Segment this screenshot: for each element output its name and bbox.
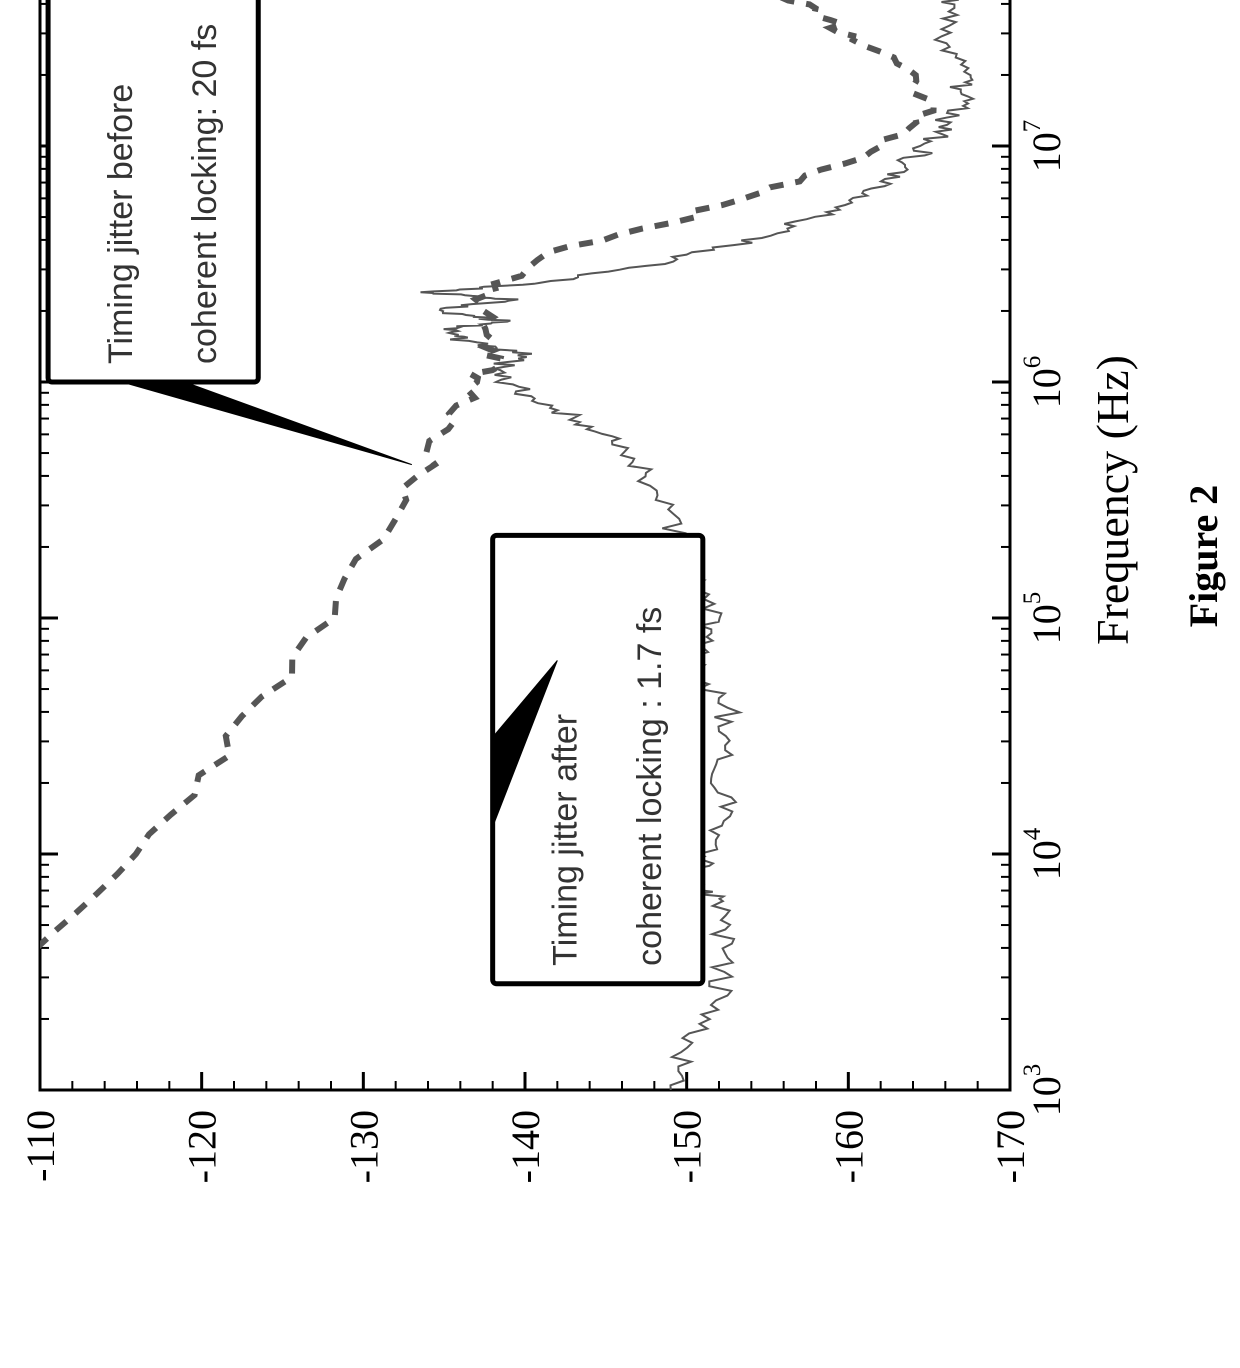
x-axis-label: Frequency (Hz) (1087, 355, 1138, 645)
rotated-plot-container: -110-120-130-140-150-160-170103104105106… (0, 0, 1240, 1240)
y-tick-label: -160 (826, 1110, 871, 1183)
callout-after-text-line2: coherent locking : 1.7 fs (631, 607, 669, 966)
y-tick-label: -110 (18, 1110, 63, 1182)
y-tick-label: -120 (180, 1110, 225, 1183)
callout-before-text-line1: Timing jitter before (102, 84, 140, 364)
plot-inner: -110-120-130-140-150-160-170103104105106… (0, 0, 1240, 1240)
y-tick-label: -140 (503, 1110, 548, 1183)
phase-noise-chart: -110-120-130-140-150-160-170103104105106… (0, 0, 1240, 1240)
page: -110-120-130-140-150-160-170103104105106… (0, 0, 1240, 1368)
y-tick-label: -170 (988, 1110, 1033, 1183)
y-tick-label: -130 (341, 1110, 386, 1183)
callout-after-text-line1: Timing jitter after (547, 714, 585, 966)
callout-after-box (493, 535, 703, 983)
callout-before-text-line2: coherent locking: 20 fs (186, 24, 224, 364)
callout-before-box (48, 0, 258, 382)
figure-caption: Figure 2 (1180, 0, 1227, 1240)
y-tick-label: -150 (665, 1110, 710, 1183)
